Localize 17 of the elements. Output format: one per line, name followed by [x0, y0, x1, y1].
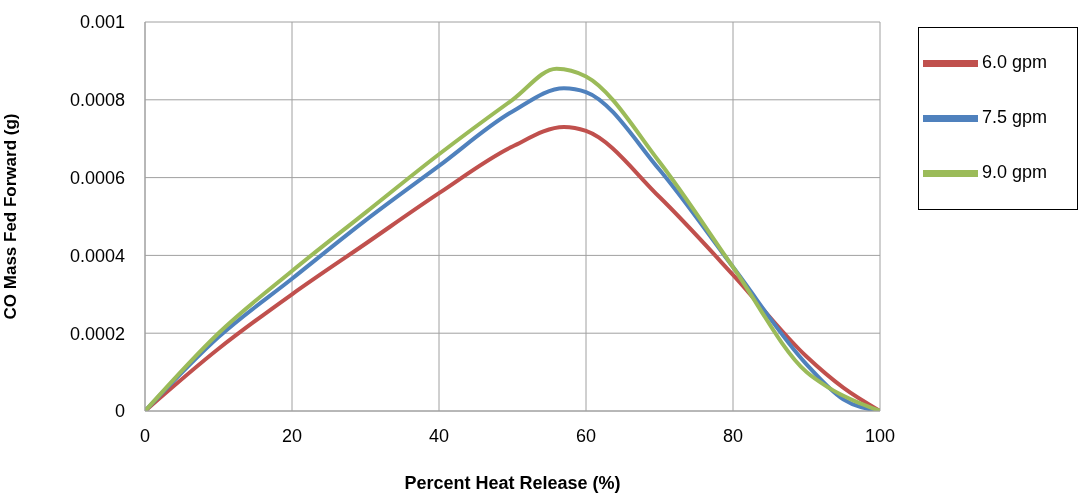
x-tick-label: 0 — [139, 425, 151, 446]
legend-label: 9.0 gpm — [982, 162, 1048, 183]
y-tick-label: 0 — [114, 401, 125, 422]
x-tick-label: 80 — [722, 425, 744, 446]
legend-label: 6.0 gpm — [982, 52, 1048, 73]
y-axis-title: CO Mass Fed Forward (g) — [1, 113, 21, 320]
y-tick-label: 0.0004 — [69, 245, 125, 266]
y-tick-label: 0.0006 — [69, 167, 125, 188]
legend-label: 7.5 gpm — [982, 107, 1048, 128]
x-tick-label: 20 — [281, 425, 303, 446]
x-tick-label: 40 — [428, 425, 450, 446]
x-tick-label: 60 — [575, 425, 597, 446]
x-tick-label: 100 — [864, 425, 896, 446]
y-tick-label: 0.001 — [79, 12, 125, 33]
y-tick-label: 0.0002 — [69, 323, 125, 344]
x-axis-title: Percent Heat Release (%) — [404, 473, 621, 493]
y-tick-label: 0.0008 — [69, 90, 125, 111]
